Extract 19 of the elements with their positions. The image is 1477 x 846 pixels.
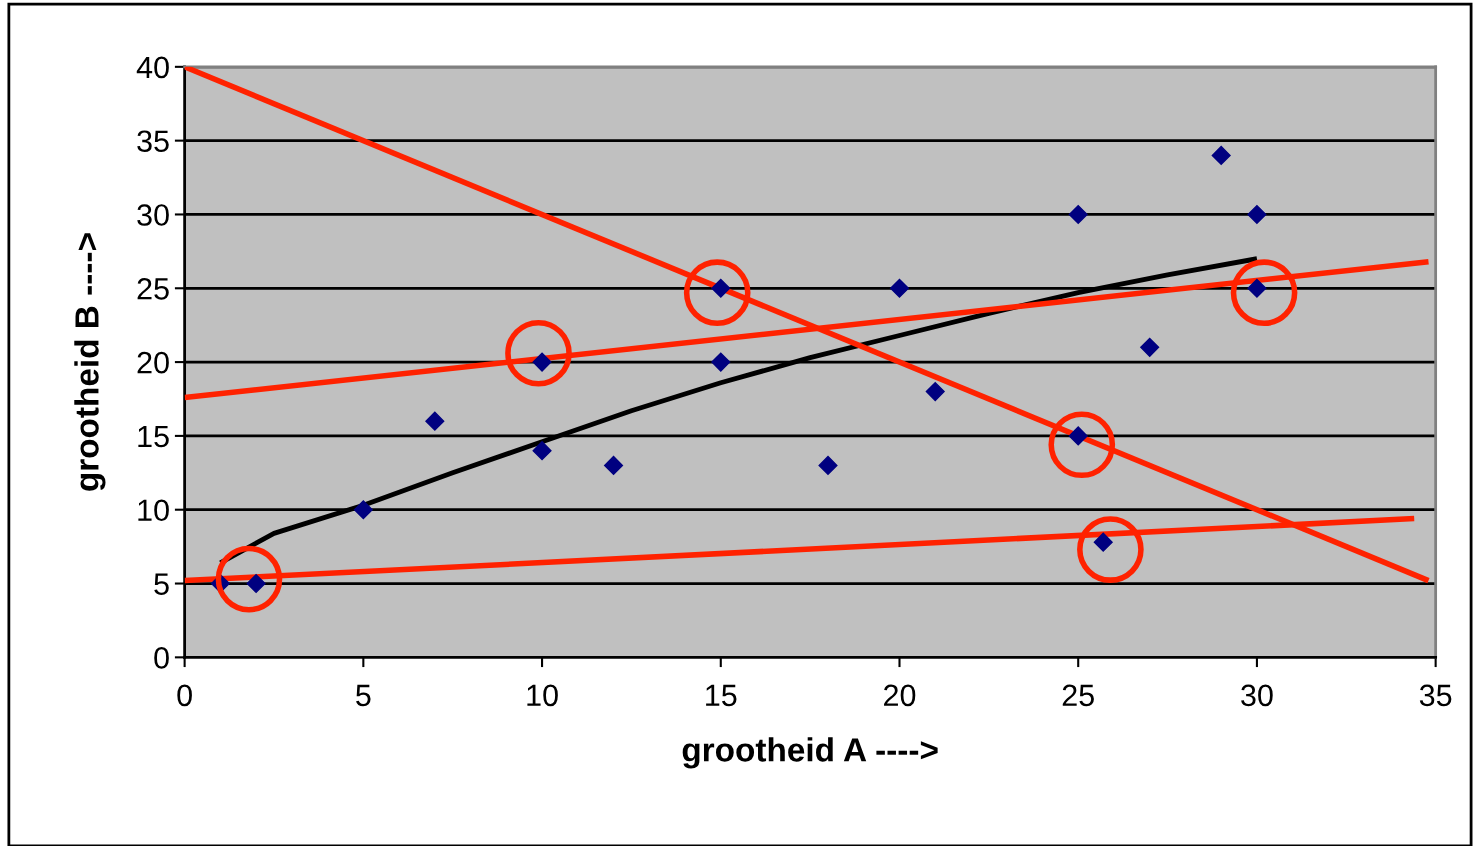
x-tick-label: 25 [1062, 684, 1094, 707]
y-tick-label: 30 [137, 204, 169, 226]
x-tick-label: 5 [356, 684, 371, 707]
y-tick-label: 35 [137, 130, 169, 153]
y-tick-label: 20 [137, 351, 169, 374]
x-axis-title: grootheid A ----> [682, 737, 938, 769]
x-tick-label: 35 [1419, 684, 1452, 707]
y-tick-label: 40 [136, 56, 169, 79]
y-tick-label: 0 [154, 647, 169, 669]
y-tick-label: 5 [154, 573, 169, 595]
y-tick-label: 25 [137, 278, 169, 300]
y-tick-label: 10 [138, 499, 169, 522]
y-axis-title: grootheid B ----> [74, 233, 106, 491]
x-tick-label: 15 [706, 684, 737, 707]
y-tick-label: 15 [138, 425, 169, 448]
x-tick-label: 30 [1241, 684, 1273, 707]
x-tick-label: 10 [527, 684, 558, 707]
x-tick-label: 0 [177, 684, 192, 707]
x-tick-label: 20 [884, 684, 916, 707]
